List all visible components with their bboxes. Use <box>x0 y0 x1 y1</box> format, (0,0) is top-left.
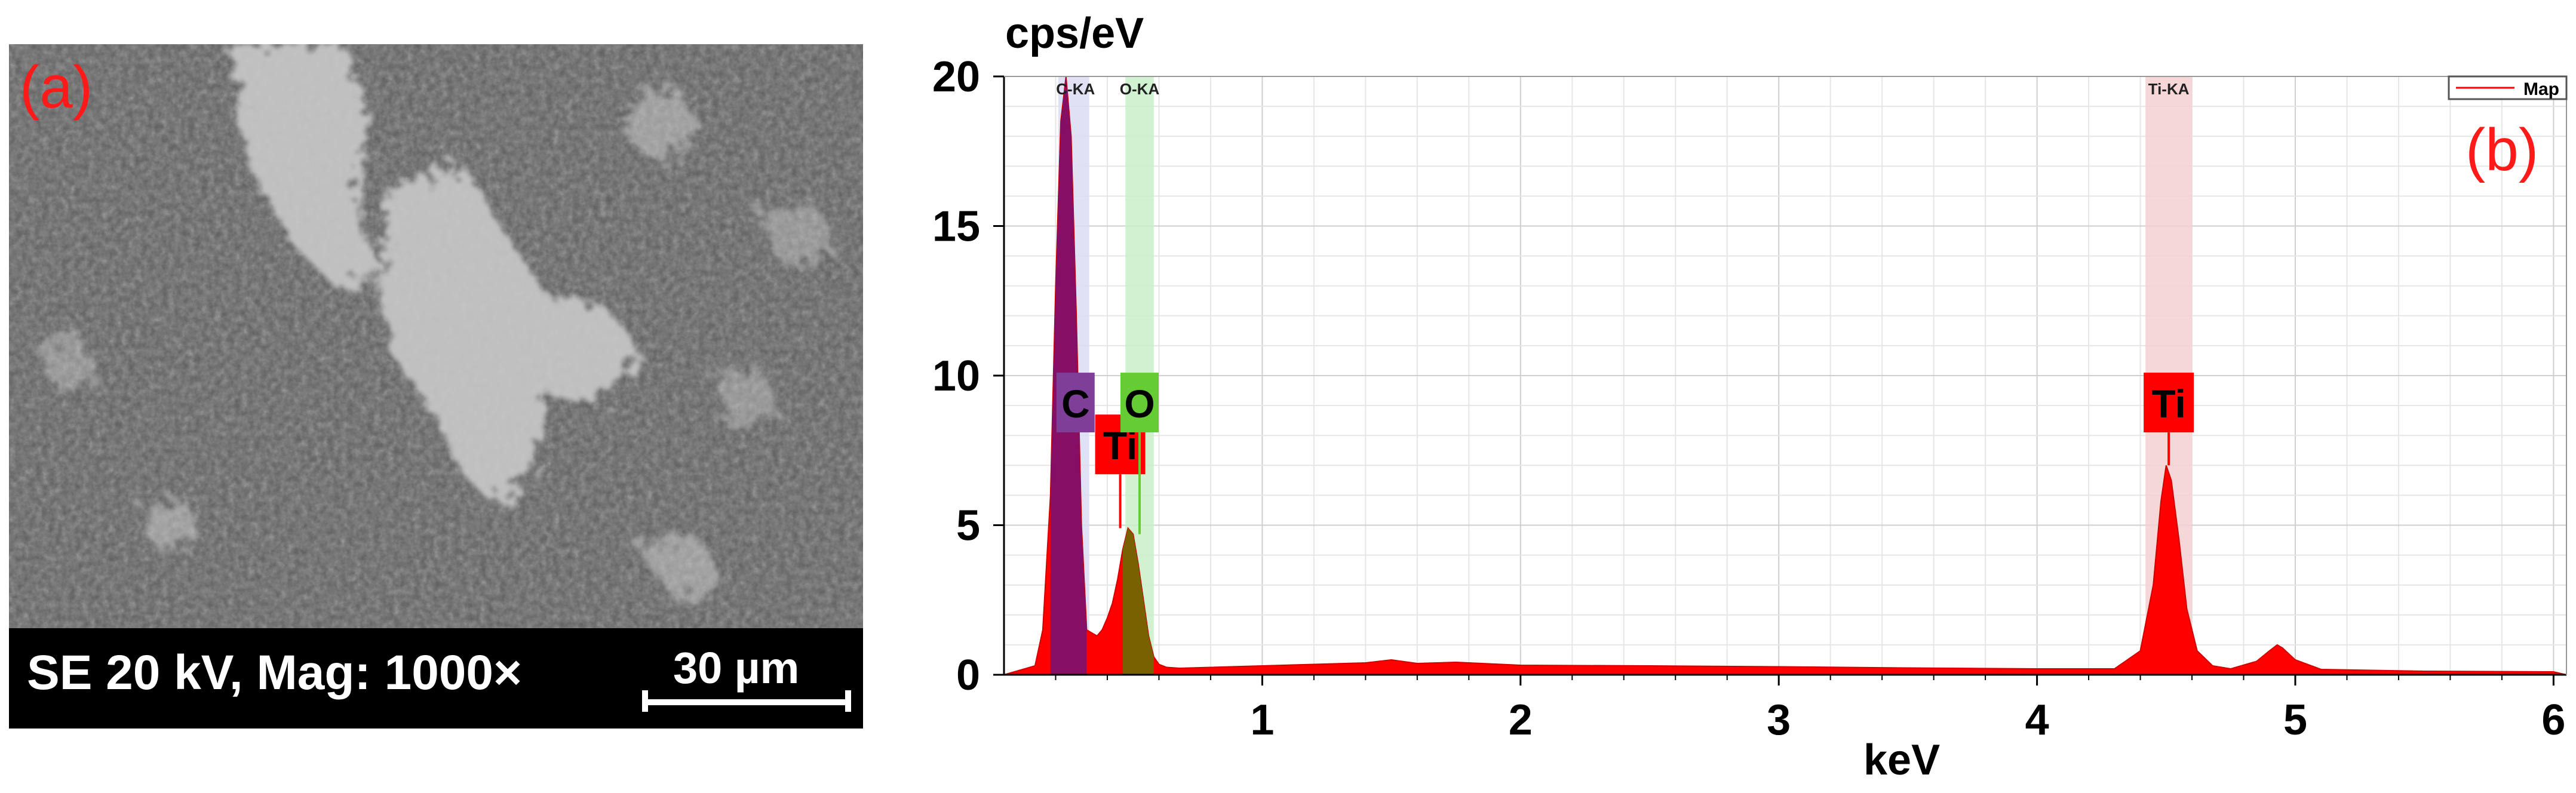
grid <box>1004 76 2566 675</box>
element-tag-c <box>1056 373 1095 433</box>
x-tick-label: 3 <box>1767 696 1791 744</box>
line-label-c-ka: C-KA <box>1056 80 1095 98</box>
y-tick-label: 0 <box>956 651 980 699</box>
scale-bar-left-tick <box>642 690 648 712</box>
y-axis-label: cps/eV <box>1005 10 1144 57</box>
sem-panel: (a) SE 20 kV, Mag: 1000× 30 µm <box>9 44 863 729</box>
x-tick-label: 2 <box>1509 696 1533 744</box>
legend-label: Map <box>2523 79 2559 99</box>
x-tick-label: 5 <box>2283 696 2307 744</box>
x-tick-label: 1 <box>1250 696 1274 744</box>
line-label-ti-ka: Ti-KA <box>2148 80 2190 98</box>
panel-b-label: (b) <box>2466 116 2538 183</box>
y-tick-label: 15 <box>932 203 980 251</box>
sem-info-text: SE 20 kV, Mag: 1000× <box>27 646 522 700</box>
y-tick-label: 5 <box>956 502 980 550</box>
axes: 0 5 10 15 20 1 2 3 4 5 6 <box>932 53 2567 744</box>
sem-micrograph <box>9 44 863 628</box>
scale-bar-right-tick <box>845 690 851 712</box>
scale-bar-label: 30 µm <box>673 643 800 693</box>
y-tick-label: 10 <box>932 352 980 400</box>
element-label-ti: Ti <box>2151 382 2185 426</box>
panel-a-label: (a) <box>20 54 93 121</box>
x-tick-label: 4 <box>2025 696 2049 744</box>
y-tick-label: 20 <box>932 53 980 101</box>
x-tick-label: 6 <box>2541 696 2565 744</box>
element-label-o: O <box>1124 382 1155 426</box>
sem-info-bar: SE 20 kV, Mag: 1000× 30 µm <box>9 628 863 729</box>
element-tag-o <box>1120 373 1159 433</box>
oxygen-peak-fill <box>1122 528 1154 675</box>
x-axis-label: keV <box>1863 736 1940 784</box>
line-label-o-ka: O-KA <box>1120 80 1160 98</box>
scale-bar <box>642 699 851 705</box>
element-tag-ti <box>2144 373 2194 433</box>
element-label-c: C <box>1061 382 1090 426</box>
legend: Map <box>2448 75 2568 100</box>
